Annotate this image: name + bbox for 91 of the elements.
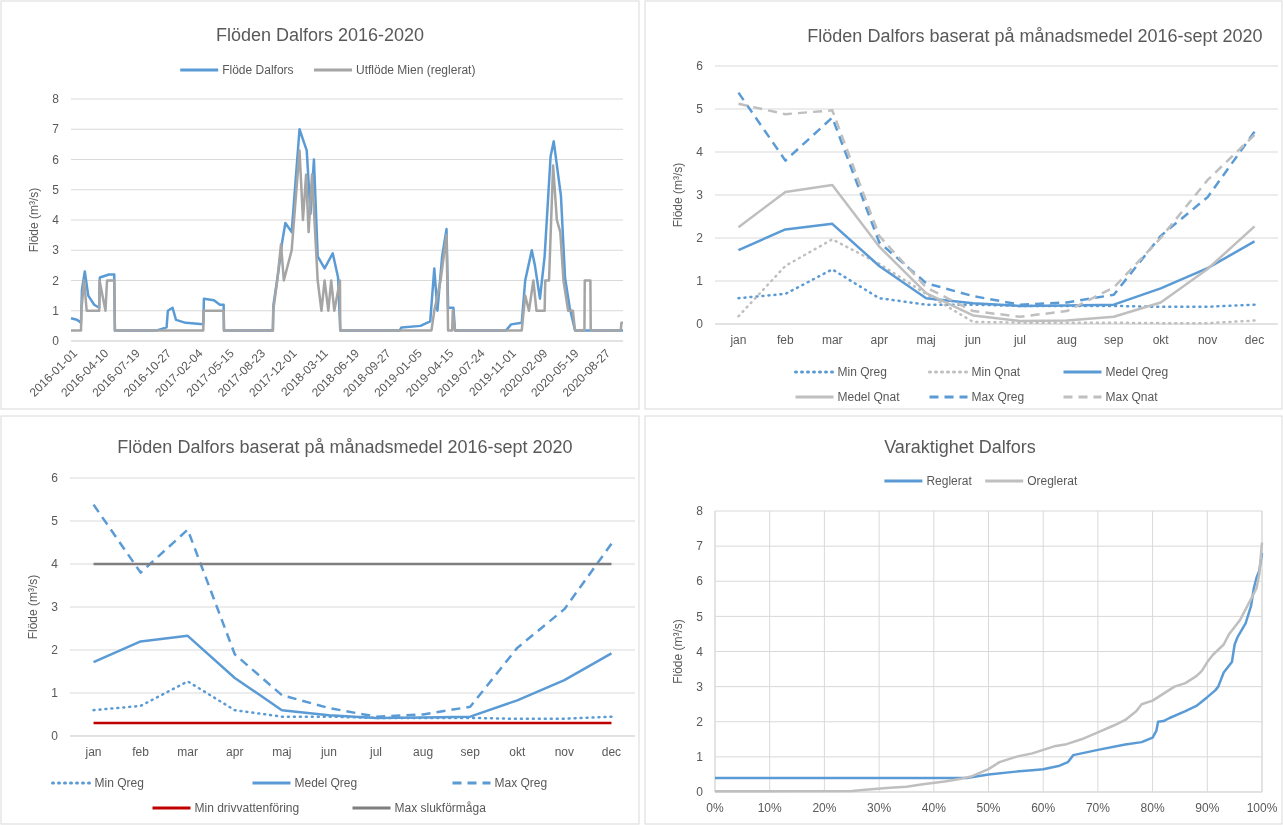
y-tick-label: 0 bbox=[696, 785, 704, 800]
x-tick-label: aug bbox=[1056, 333, 1077, 347]
y-tick-label: 6 bbox=[52, 152, 60, 167]
x-tick-label: 50% bbox=[976, 801, 1001, 815]
chart-title: Flöden Dalfors baserat på månadsmedel 2016-sept 2020 bbox=[117, 437, 573, 457]
y-tick-label: 4 bbox=[51, 557, 59, 572]
legend-label: Min Qreg bbox=[94, 776, 144, 791]
x-tick-label: okt bbox=[509, 745, 526, 759]
y-tick-label: 4 bbox=[696, 145, 704, 160]
x-tick-label: mar bbox=[177, 745, 199, 759]
x-tick-label: 40% bbox=[921, 801, 947, 815]
x-tick-label: 30% bbox=[867, 801, 892, 815]
x-tick-label: jun bbox=[319, 745, 337, 759]
x-tick-label: jul bbox=[1012, 333, 1026, 347]
chart-title: Varaktighet Dalfors bbox=[884, 437, 1036, 457]
x-tick-label: feb bbox=[777, 333, 795, 347]
x-tick-label: mar bbox=[821, 333, 843, 347]
y-tick-label: 0 bbox=[696, 317, 704, 332]
legend-label: Oreglerat bbox=[1027, 474, 1078, 489]
x-tick-label: jun bbox=[964, 333, 982, 347]
x-tick-label: 20% bbox=[812, 801, 837, 815]
legend-label: Max slukförmåga bbox=[394, 801, 487, 816]
y-tick-label: 8 bbox=[696, 504, 704, 519]
x-tick-label: dec bbox=[1244, 333, 1265, 347]
x-tick-label: maj bbox=[272, 745, 292, 759]
y-tick-label: 3 bbox=[696, 679, 704, 694]
y-tick-label: 4 bbox=[52, 213, 60, 228]
legend-label: Max Qnat bbox=[1105, 390, 1159, 405]
x-tick-label: 80% bbox=[1140, 801, 1165, 815]
y-tick-label: 1 bbox=[52, 303, 60, 318]
legend-label: Max Qreg bbox=[494, 776, 548, 791]
x-tick-label: sep bbox=[1104, 333, 1124, 347]
x-tick-label: 10% bbox=[757, 801, 783, 815]
y-tick-label: 5 bbox=[52, 182, 60, 197]
legend-label: Utflöde Mien (reglerat) bbox=[356, 63, 476, 78]
x-tick-label: 60% bbox=[1031, 801, 1056, 815]
x-tick-label: maj bbox=[916, 333, 936, 347]
y-axis-title: Flöde (m³/s) bbox=[27, 187, 41, 253]
legend-label: Max Qreg bbox=[971, 390, 1025, 405]
y-tick-label: 0 bbox=[52, 334, 60, 349]
x-tick-label: dec bbox=[601, 745, 622, 759]
y-tick-label: 3 bbox=[52, 243, 60, 258]
y-tick-label: 5 bbox=[696, 102, 704, 117]
y-tick-label: 1 bbox=[696, 274, 704, 289]
y-axis-title: Flöde (m³/s) bbox=[671, 619, 685, 684]
y-tick-label: 0 bbox=[51, 729, 59, 744]
chart-title: Flöden Dalfors 2016-2020 bbox=[215, 25, 425, 45]
x-tick-label: feb bbox=[132, 745, 150, 759]
x-tick-label: apr bbox=[870, 333, 888, 347]
y-axis-title: Flöde (m³/s) bbox=[26, 574, 40, 640]
y-tick-label: 1 bbox=[51, 686, 59, 701]
legend-label: Reglerat bbox=[926, 474, 973, 489]
legend-label: Min Qnat bbox=[971, 365, 1021, 380]
legend-label: Min drivvattenföring bbox=[194, 801, 300, 816]
x-tick-label: 70% bbox=[1085, 801, 1111, 815]
y-tick-label: 4 bbox=[696, 644, 704, 659]
x-tick-label: aug bbox=[413, 745, 434, 759]
y-tick-label: 3 bbox=[696, 188, 704, 203]
y-tick-label: 5 bbox=[51, 514, 59, 529]
legend-label: Min Qreg bbox=[837, 365, 887, 380]
x-tick-label: 0% bbox=[706, 801, 724, 815]
legend-label: Medel Qreg bbox=[1105, 365, 1169, 380]
legend-label: Flöde Dalfors bbox=[222, 63, 294, 78]
x-tick-label: nov bbox=[1197, 333, 1218, 347]
y-tick-label: 6 bbox=[696, 59, 704, 74]
legend-label: Medel Qnat bbox=[837, 390, 901, 405]
line-series bbox=[92, 503, 613, 718]
y-tick-label: 2 bbox=[696, 231, 704, 246]
y-tick-label: 7 bbox=[52, 122, 60, 137]
x-tick-label: 100% bbox=[1246, 801, 1278, 815]
y-tick-label: 6 bbox=[51, 471, 59, 486]
x-tick-label: 90% bbox=[1195, 801, 1220, 815]
x-tick-label: okt bbox=[1152, 333, 1170, 347]
x-tick-label: sep bbox=[460, 745, 481, 759]
y-tick-label: 3 bbox=[51, 600, 59, 615]
y-tick-label: 2 bbox=[696, 714, 704, 729]
y-axis-title: Flöde (m³/s) bbox=[671, 162, 685, 228]
x-tick-label: apr bbox=[226, 745, 244, 759]
x-tick-label: jan bbox=[84, 745, 102, 759]
x-tick-label: nov bbox=[554, 745, 575, 759]
legend-label: Medel Qreg bbox=[294, 776, 358, 791]
y-tick-label: 6 bbox=[696, 574, 704, 589]
chart-title: Flöden Dalfors baserat på månadsmedel 2016-sept 2020 bbox=[807, 26, 1263, 46]
y-tick-label: 2 bbox=[51, 643, 59, 658]
y-tick-label: 5 bbox=[696, 609, 704, 624]
x-tick-label: jan bbox=[729, 333, 747, 347]
y-tick-label: 7 bbox=[696, 539, 704, 554]
y-tick-label: 8 bbox=[52, 92, 60, 107]
y-tick-label: 2 bbox=[52, 273, 60, 288]
x-tick-label: jul bbox=[369, 745, 383, 759]
y-tick-label: 1 bbox=[696, 750, 704, 765]
